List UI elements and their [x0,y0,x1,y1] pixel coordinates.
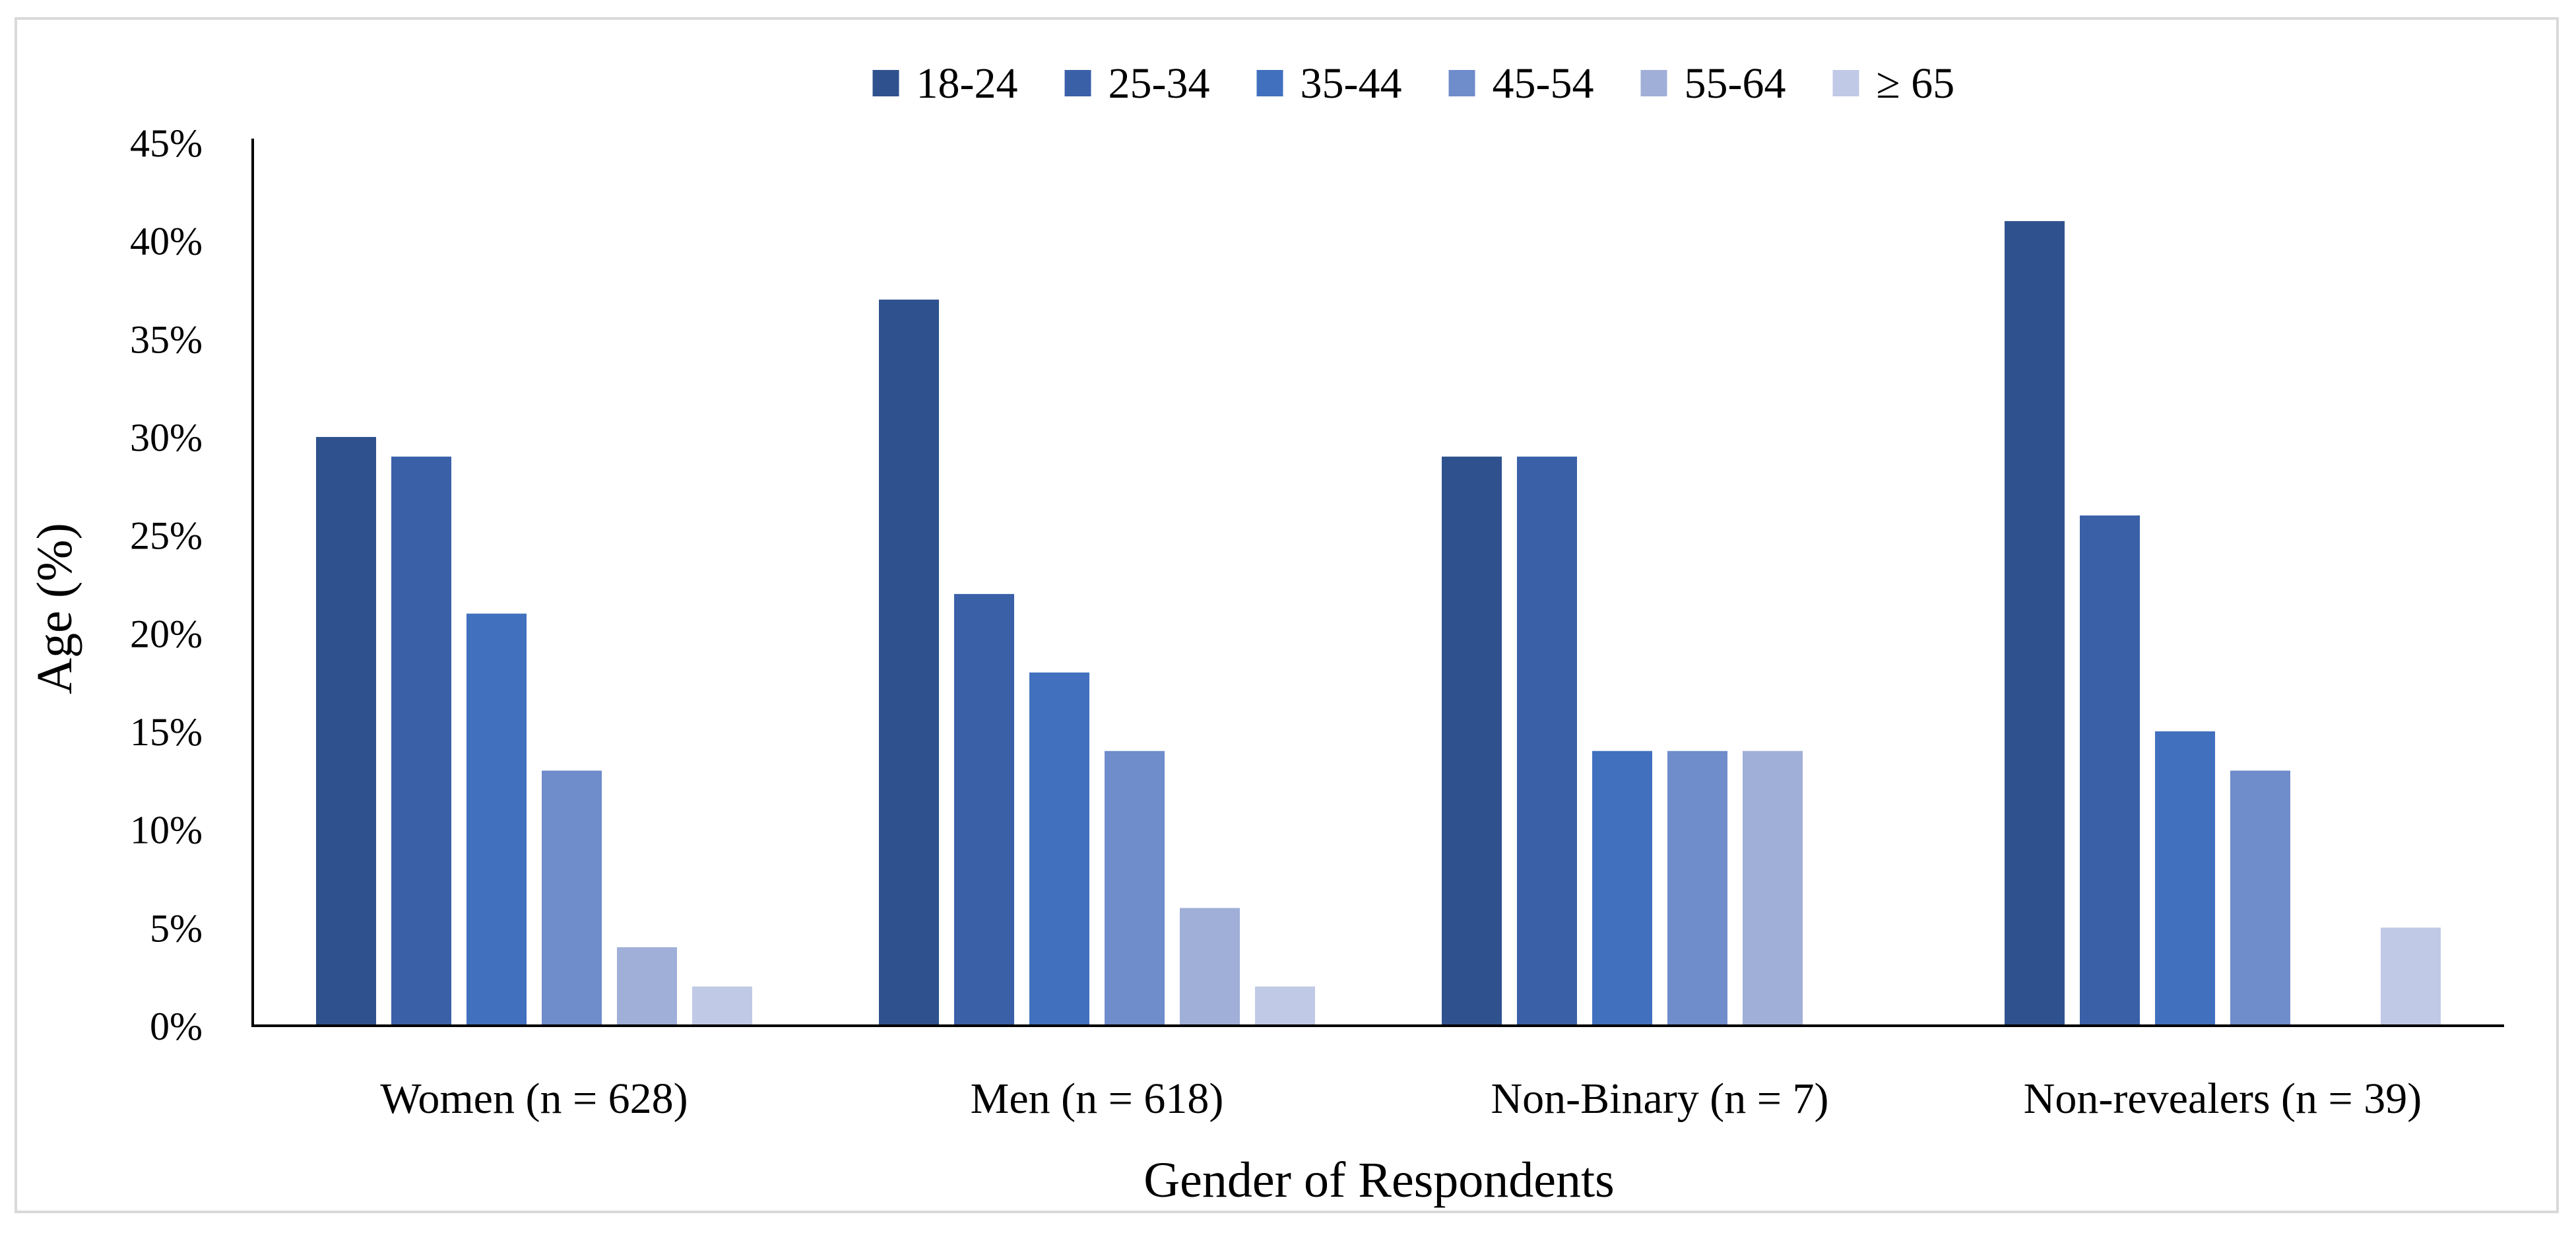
bar [1105,751,1165,1026]
bar-group [2005,220,2441,1026]
bar [467,613,527,1026]
bar [1029,672,1089,1026]
bar [1442,456,1502,1026]
bar [2230,770,2290,1026]
legend-item: 35-44 [1256,59,1402,108]
legend-item: 25-34 [1064,59,1210,108]
legend-swatch [1832,70,1859,96]
bar-group [1442,456,1803,1026]
legend-swatch [1640,70,1667,96]
y-tick-label: 45% [130,121,203,165]
y-axis-title: Age (%) [27,523,82,694]
legend-label: 25-34 [1109,59,1210,108]
x-axis: Women (n = 628) Men (n = 618) Non-Binary (… [251,1024,2504,1123]
x-category-label: Non-Binary (n = 7) [1491,1075,1829,1123]
bar [2381,927,2441,1026]
x-axis-title: Gender of Respondents [1143,1152,1614,1208]
y-tick-label: 0% [150,1005,203,1048]
bar [1667,751,1727,1026]
legend-swatch [1448,70,1475,96]
bar [391,456,451,1026]
bar [316,437,376,1026]
legend-label: 55-64 [1685,59,1786,108]
bar [542,770,602,1026]
legend-item: 45-54 [1448,59,1594,108]
bar [954,593,1014,1026]
y-tick-label: 40% [130,220,203,263]
x-category-label: Women (n = 628) [380,1075,688,1123]
bar [1592,751,1652,1026]
x-category-label: Men (n = 618) [971,1075,1224,1123]
bar [2080,515,2140,1026]
bar [1255,986,1315,1026]
legend-label: 45-54 [1493,59,1594,108]
bar [1743,751,1803,1026]
legend-item: 55-64 [1640,59,1786,108]
legend-label: 18-24 [917,59,1018,108]
legend-swatch [1064,70,1091,96]
legend-label: 35-44 [1301,59,1402,108]
bars-group [316,220,2441,1026]
y-tick-label: 5% [150,906,203,950]
bar [2005,220,2065,1026]
bar [692,986,752,1026]
y-tick-label: 10% [130,809,203,852]
bar [617,947,677,1026]
y-tick-label: 25% [130,514,203,558]
bar [1517,456,1577,1026]
legend-item: 18-24 [872,59,1018,108]
y-tick-label: 30% [130,416,203,459]
legend-item: ≥ 65 [1832,59,1955,108]
y-axis: 0% 5% 10% 15% 20% 25% 30% 35% 40% 45% [130,121,254,1048]
y-tick-label: 35% [130,317,203,361]
bar [879,299,939,1026]
bar [1180,908,1240,1026]
legend-label: ≥ 65 [1877,59,1955,108]
bar-group [879,299,1315,1026]
bar [2155,731,2215,1026]
legend-swatch [872,70,899,96]
legend-swatch [1256,70,1283,96]
x-category-label: Non-revealers (n = 39) [2024,1075,2422,1123]
y-tick-label: 20% [130,612,203,655]
bar-group [316,437,752,1026]
legend: 18-24 25-34 35-44 45-54 55-64 ≥ 65 [872,59,1955,108]
y-tick-label: 15% [130,710,203,754]
